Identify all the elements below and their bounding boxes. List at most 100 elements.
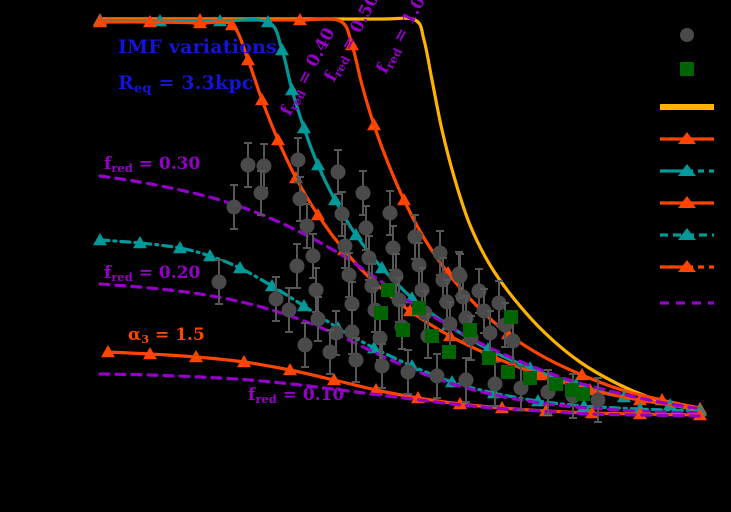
data-point-gray <box>400 364 416 380</box>
data-point-gray <box>476 303 492 319</box>
series-marker-triangle <box>237 355 251 368</box>
series-marker-triangle <box>349 228 363 241</box>
legend-item-teal-dashdot-triangle-model[interactable] <box>640 228 731 242</box>
data-point-gray <box>268 291 284 307</box>
series-line <box>98 282 702 415</box>
data-point-gray <box>388 268 404 284</box>
legend-swatch <box>660 196 714 208</box>
data-point-gray <box>344 324 360 340</box>
series-6 <box>98 282 702 415</box>
legend-item-teal-dashed-triangle-model[interactable] <box>640 164 731 178</box>
data-point-gray <box>361 250 377 266</box>
series-marker-triangle <box>133 236 147 249</box>
legend-swatch <box>660 132 714 144</box>
data-point-gray <box>290 152 306 168</box>
data-point-gray <box>358 220 374 236</box>
legend-marker-triangle <box>678 228 696 240</box>
legend-item-green-square-data[interactable] <box>640 62 731 76</box>
data-point-green <box>442 345 456 359</box>
series-marker-triangle <box>633 393 647 406</box>
series-2 <box>93 14 707 415</box>
data-point-gray <box>482 325 498 341</box>
series-marker-triangle <box>345 38 359 51</box>
data-point-gray <box>355 185 371 201</box>
series-marker-triangle <box>311 208 325 221</box>
data-point-gray <box>256 158 272 174</box>
data-point-green <box>463 323 477 337</box>
series-marker-triangle <box>369 383 383 396</box>
series-marker-triangle <box>297 299 311 312</box>
series-marker-triangle <box>241 53 255 66</box>
data-point-green <box>381 283 395 297</box>
data-point-gray <box>590 392 606 408</box>
series-marker-triangle <box>367 118 381 131</box>
series-8 <box>98 372 702 418</box>
data-point-gray <box>344 296 360 312</box>
series-line <box>98 20 702 411</box>
data-point-gray <box>364 278 380 294</box>
data-point-gray <box>391 292 407 308</box>
legend-marker-triangle <box>678 132 696 144</box>
data-point-green <box>412 301 426 315</box>
legend-swatch <box>660 104 714 110</box>
series-marker-triangle <box>397 193 411 206</box>
series-marker-triangle <box>203 249 217 262</box>
series-marker-triangle <box>233 261 247 274</box>
data-point-gray <box>337 238 353 254</box>
data-point-green <box>565 383 579 397</box>
data-point-gray <box>471 283 487 299</box>
series-marker-triangle <box>297 121 311 134</box>
data-point-green <box>501 365 515 379</box>
series-marker-triangle <box>93 233 107 246</box>
green-scatter-group <box>374 283 590 401</box>
data-point-gray <box>487 376 503 392</box>
data-point-gray <box>226 199 242 215</box>
data-point-gray <box>382 205 398 221</box>
data-point-gray <box>330 164 346 180</box>
legend-item-orange-dashdot-triangle-model[interactable] <box>640 260 731 274</box>
data-point-gray <box>334 206 350 222</box>
gray-scatter-group <box>211 137 606 423</box>
data-point-gray <box>310 311 326 327</box>
data-point-gray <box>305 248 321 264</box>
data-point-gray <box>458 310 474 326</box>
data-point-gray <box>281 302 297 318</box>
legend-item-orange-solid-triangle-model[interactable] <box>640 132 731 146</box>
data-point-gray <box>292 191 308 207</box>
legend-item-orange-solid-triangle-model-2[interactable] <box>640 196 731 210</box>
legend-marker-triangle <box>678 164 696 176</box>
data-point-gray <box>322 344 338 360</box>
data-point-gray <box>253 185 269 201</box>
data-point-green <box>576 387 590 401</box>
legend-item-yellow-solid-model[interactable] <box>640 100 731 114</box>
data-point-gray <box>442 316 458 332</box>
series-marker-triangle <box>327 373 341 386</box>
series-marker-triangle <box>453 397 467 410</box>
series-marker-triangle <box>189 350 203 363</box>
data-point-gray <box>411 257 427 273</box>
data-point-gray <box>308 282 324 298</box>
series-marker-triangle <box>225 18 239 31</box>
series-0 <box>98 16 702 413</box>
data-point-gray <box>348 352 364 368</box>
series-marker-triangle <box>285 83 299 96</box>
legend-swatch <box>660 301 714 305</box>
legend-item-gray-circle-data[interactable] <box>640 28 731 42</box>
data-point-gray <box>429 368 445 384</box>
series-marker-triangle <box>575 368 589 381</box>
series-marker-triangle <box>193 16 207 29</box>
data-point-gray <box>452 268 468 284</box>
series-line <box>98 16 702 413</box>
legend-marker-triangle <box>678 196 696 208</box>
series-marker-triangle <box>261 15 275 28</box>
data-point-gray <box>299 218 315 234</box>
legend-swatch <box>660 260 714 272</box>
series-marker-triangle <box>173 241 187 254</box>
series-marker-triangle <box>255 93 269 106</box>
legend-marker-circle <box>680 28 694 42</box>
legend <box>640 28 731 305</box>
legend-item-purple-dashed-model[interactable] <box>640 296 731 310</box>
data-point-green <box>504 310 518 324</box>
data-point-gray <box>289 258 305 274</box>
